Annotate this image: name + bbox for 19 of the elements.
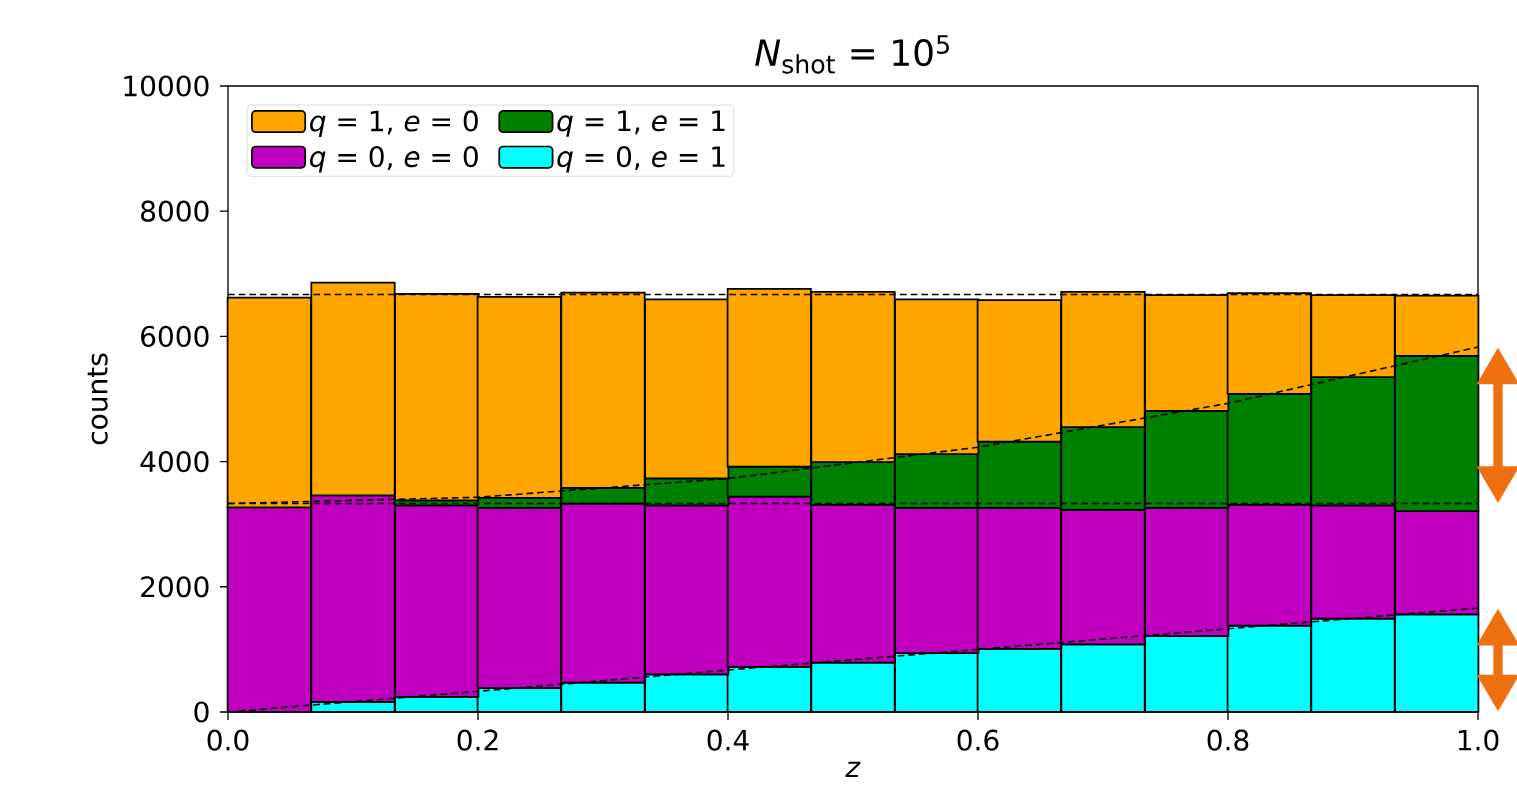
y-tick-label: 10000: [124, 75, 209, 97]
legend-label: q = 0, e = 0: [310, 146, 478, 173]
x-tick-label: 0.8: [1207, 729, 1249, 751]
y-tick-label: 6000: [141, 325, 209, 347]
x-tick-label: 0.4: [707, 729, 749, 751]
legend-label: q = 1, e = 0: [310, 110, 478, 137]
x-tick-label: 0.2: [457, 729, 498, 751]
y-axis-title: counts: [87, 353, 108, 445]
chart-title: N$_{shot}$ = 10$^{5}$: [755, 35, 949, 74]
y-tick-label: 2000: [141, 576, 209, 598]
y-tick-label: 0: [194, 701, 209, 723]
x-tick-label: 0.0: [207, 729, 249, 751]
legend-label: q = 1, e = 1: [557, 110, 725, 137]
x-tick-label: 0.6: [957, 729, 999, 751]
y-tick-label: 8000: [141, 200, 209, 222]
x-tick-label: 1.0: [1458, 729, 1499, 751]
x-axis-title: z: [845, 761, 861, 777]
legend-label: q = 0, e = 1: [557, 146, 725, 173]
y-tick-label: 4000: [140, 450, 209, 473]
